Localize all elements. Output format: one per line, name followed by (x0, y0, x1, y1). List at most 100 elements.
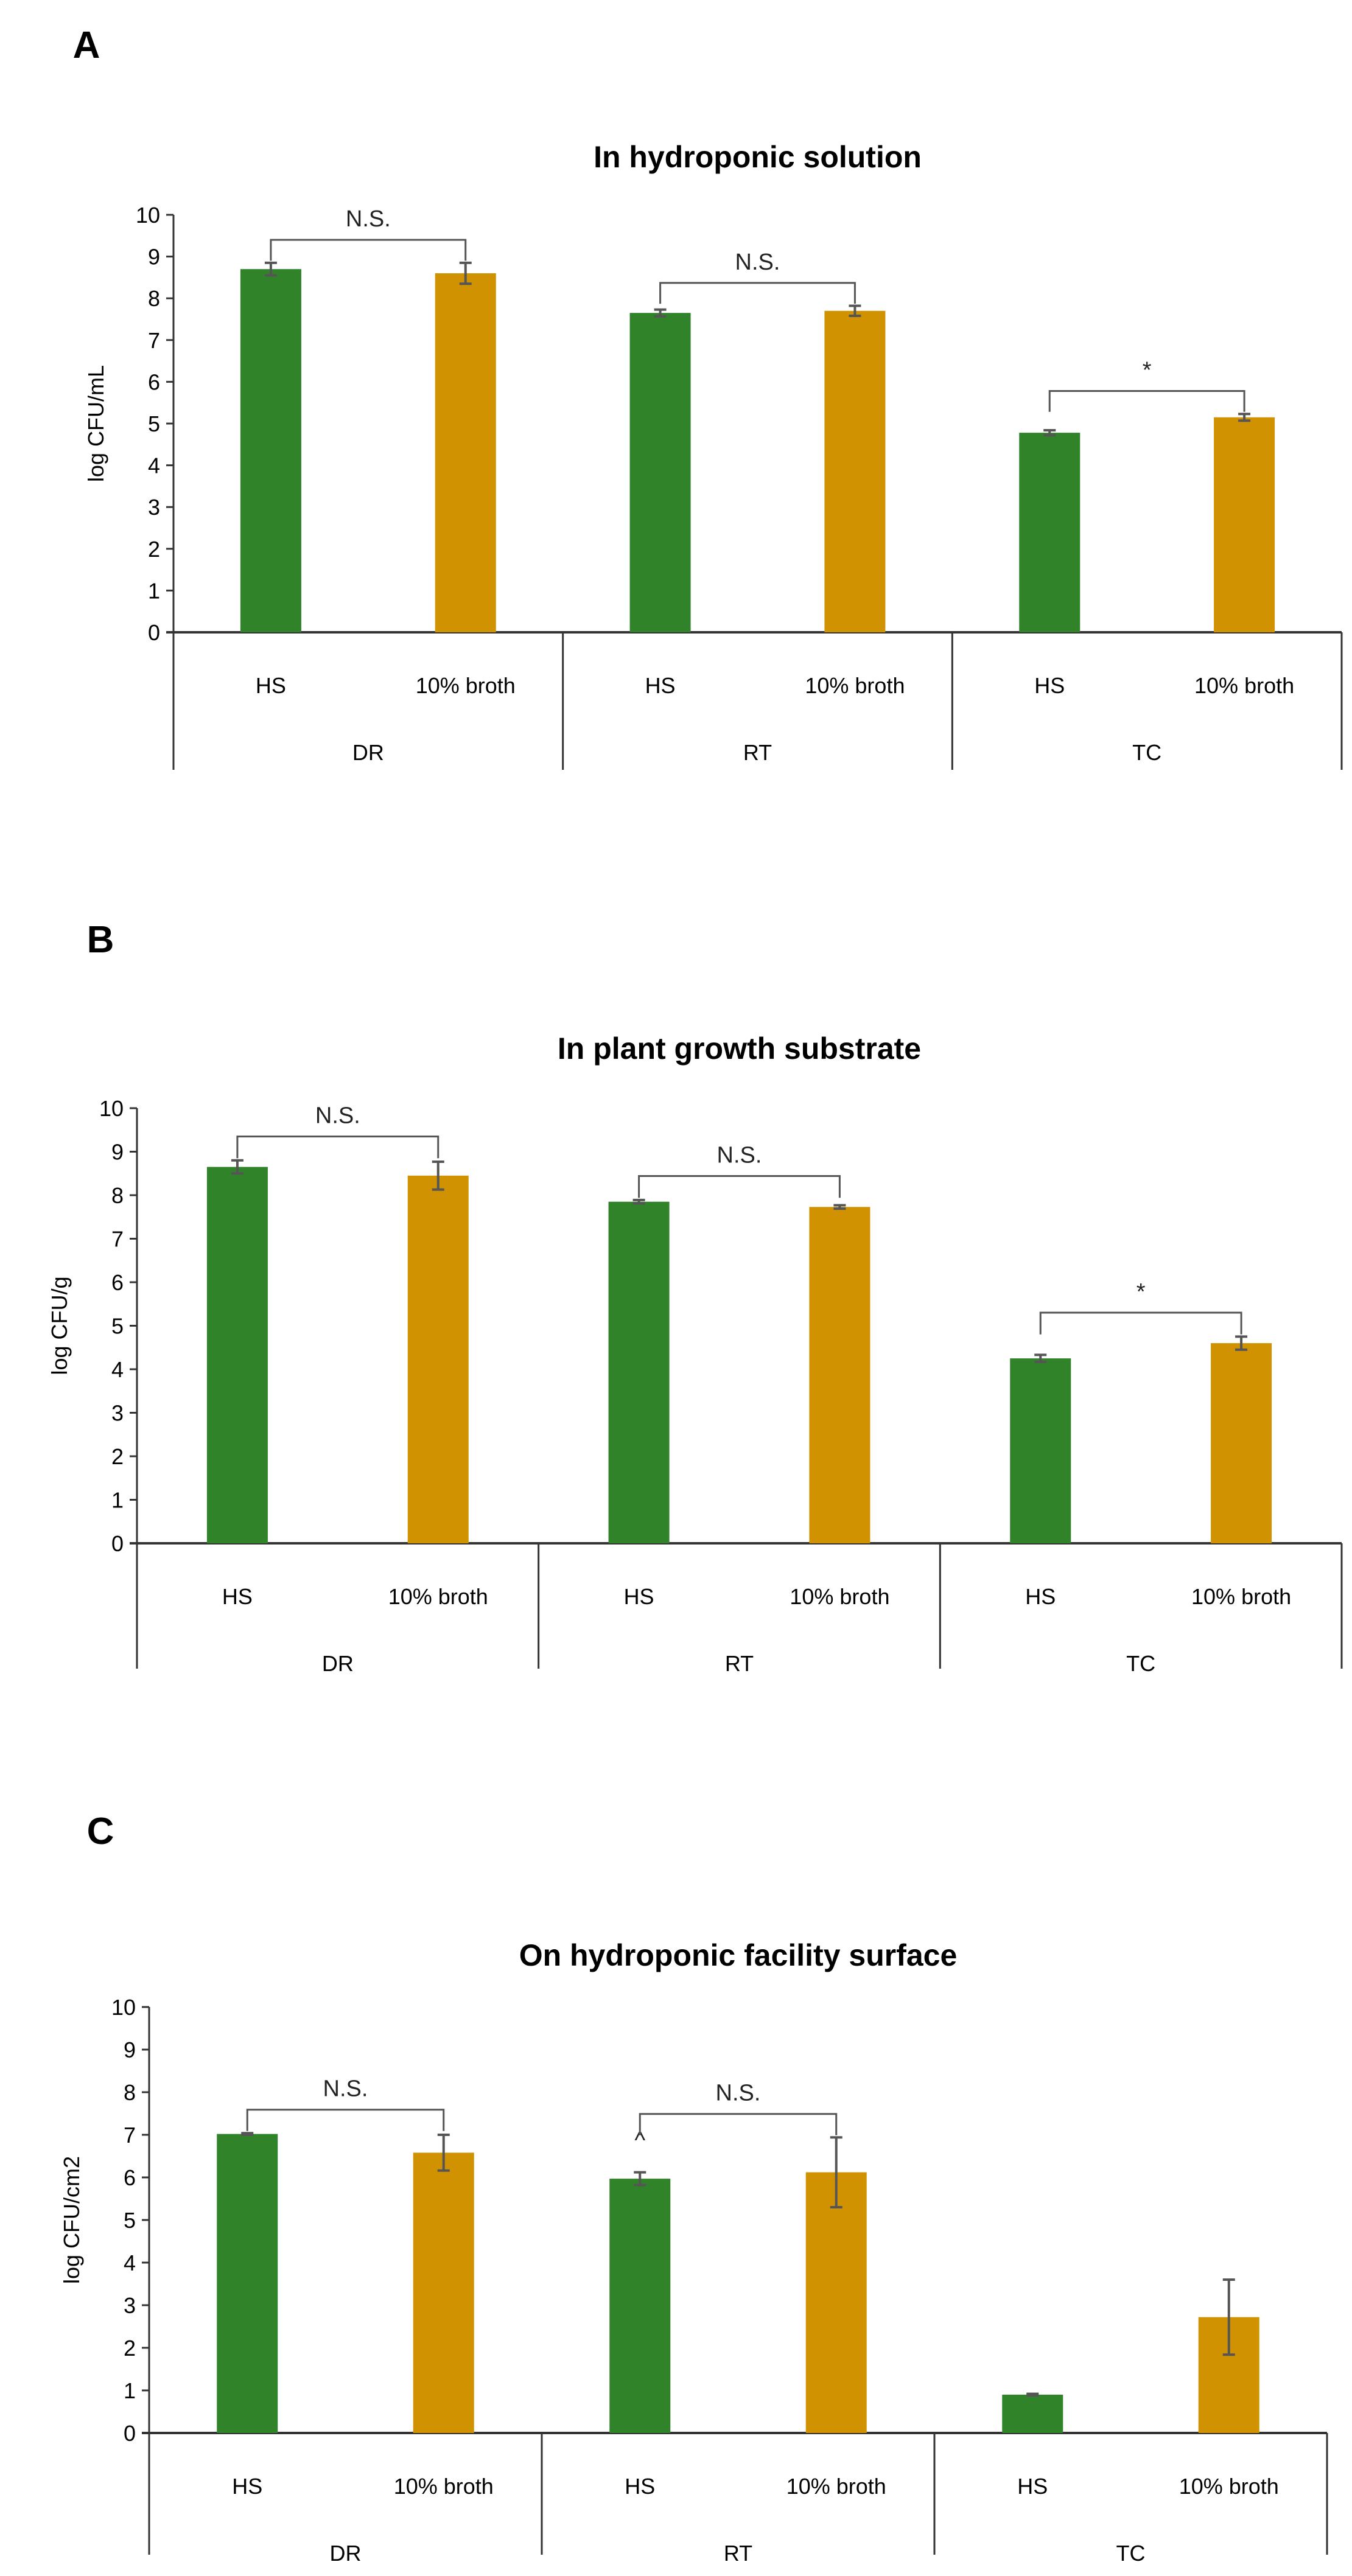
significance-label: N.S. (323, 2076, 368, 2102)
group-label: TC (1126, 1651, 1155, 1676)
group-label: TC (1116, 2541, 1146, 2566)
bar-rt-hs (609, 2179, 671, 2433)
category-label: 10% broth (394, 2474, 494, 2499)
y-tick-label: 3 (111, 1401, 124, 1426)
category-label: HS (232, 2474, 262, 2499)
group-label: DR (352, 740, 384, 765)
category-label: 10% broth (1191, 1584, 1291, 1609)
y-tick-label: 5 (111, 1314, 124, 1339)
group-label: DR (322, 1651, 354, 1676)
y-tick-label: 5 (148, 411, 160, 436)
significance-bracket (1048, 389, 1245, 412)
bar-rt-hs (608, 1201, 670, 1543)
y-tick-label: 6 (148, 369, 160, 394)
y-tick-label: 4 (148, 453, 160, 478)
y-tick-label: 8 (124, 2080, 136, 2105)
y-tick-label: 1 (124, 2378, 136, 2403)
bar-dr-hs (240, 269, 301, 632)
category-label: HS (1034, 673, 1065, 698)
y-tick-label: 4 (111, 1357, 124, 1382)
panel-label: A (73, 24, 100, 66)
y-tick-label: 5 (124, 2208, 136, 2233)
y-tick-label: 2 (124, 2336, 136, 2361)
bar-tc-hs (1010, 1358, 1071, 1543)
group-label: RT (724, 2541, 752, 2566)
category-label: 10% broth (790, 1584, 889, 1609)
group-label: RT (743, 740, 772, 765)
significance-bracket (236, 1135, 440, 1159)
chart-title: On hydroponic facility surface (519, 1938, 958, 1972)
bar-mark: ^ (634, 2128, 645, 2154)
significance-bracket (246, 2109, 445, 2131)
significance-label: N.S. (716, 2081, 761, 2106)
panel-label: C (87, 1810, 114, 1852)
y-tick-label: 8 (111, 1183, 124, 1208)
y-tick-label: 0 (111, 1531, 124, 1556)
y-tick-label: 0 (148, 620, 160, 645)
bar-tc-hs (1002, 2395, 1063, 2433)
category-label: 10% broth (786, 2474, 886, 2499)
category-label: HS (645, 673, 676, 698)
bar-dr-broth (435, 273, 496, 632)
y-tick-label: 9 (148, 245, 160, 270)
significance-bracket (639, 2113, 838, 2135)
y-tick-label: 8 (148, 286, 160, 311)
y-tick-label: 1 (148, 578, 160, 603)
significance-label: * (1143, 357, 1152, 383)
y-tick-label: 6 (111, 1270, 124, 1295)
category-label: 10% broth (805, 673, 905, 698)
y-tick-label: 9 (124, 2037, 136, 2062)
y-tick-label: 7 (111, 1227, 124, 1252)
significance-label: N.S. (735, 250, 780, 275)
y-tick-label: 9 (111, 1140, 124, 1165)
bar-dr-hs (206, 1167, 268, 1543)
bar-rt-broth (809, 1207, 870, 1543)
bar-tc-broth (1214, 417, 1275, 632)
significance-bracket (659, 282, 856, 304)
y-tick-label: 6 (124, 2165, 136, 2190)
bar-dr-broth (407, 1175, 469, 1543)
chart-panel-c: C On hydroponic facility surface 0 1 2 3 4 5 6 7 8… (59, 1810, 1328, 2566)
significance-label: N.S. (346, 206, 391, 232)
group-label: RT (725, 1651, 754, 1676)
significance-label: N.S. (315, 1103, 360, 1128)
y-tick-label: 10 (111, 1995, 136, 2020)
significance-label: N.S. (717, 1143, 762, 1168)
category-label: 10% broth (416, 673, 516, 698)
category-label: 10% broth (1179, 2474, 1279, 2499)
chart-panel-a: A In hydroponic solution 0 1 2 3 4 5 6 7 8 9 10 log C… (73, 24, 1343, 770)
y-tick-label: 0 (124, 2421, 136, 2446)
chart-panel-b: B In plant growth substrate 0 1 2 3 4 5 6 7 8 9 10 lo… (47, 919, 1343, 1676)
bar-rt-broth (805, 2172, 867, 2433)
y-tick-label: 2 (148, 537, 160, 562)
category-label: 10% broth (1194, 673, 1294, 698)
y-axis-label: log CFU/mL (83, 365, 108, 482)
y-axis-label: log CFU/cm2 (59, 2156, 84, 2284)
bar-tc-broth (1211, 1343, 1272, 1543)
category-label: HS (222, 1584, 253, 1609)
significance-bracket (270, 239, 467, 261)
bar-dr-hs (217, 2134, 278, 2433)
significance-bracket (638, 1175, 841, 1198)
y-tick-label: 2 (111, 1444, 124, 1469)
chart-title: In hydroponic solution (594, 140, 922, 174)
significance-bracket (1039, 1311, 1242, 1335)
y-tick-label: 7 (148, 328, 160, 353)
category-label: HS (625, 2474, 655, 2499)
significance-label: * (1137, 1279, 1146, 1305)
category-label: HS (256, 673, 286, 698)
bar-tc-hs (1019, 433, 1081, 632)
y-axis-label: log CFU/g (47, 1276, 72, 1375)
bar-rt-broth (824, 310, 886, 632)
category-label: 10% broth (388, 1584, 488, 1609)
bar-dr-broth (413, 2152, 474, 2433)
y-tick-label: 3 (124, 2293, 136, 2318)
y-tick-label: 7 (124, 2123, 136, 2148)
y-tick-label: 10 (136, 203, 160, 228)
bar-rt-hs (629, 313, 691, 632)
chart-title: In plant growth substrate (558, 1031, 921, 1066)
y-tick-label: 3 (148, 495, 160, 520)
category-label: HS (1025, 1584, 1056, 1609)
category-label: HS (624, 1584, 654, 1609)
